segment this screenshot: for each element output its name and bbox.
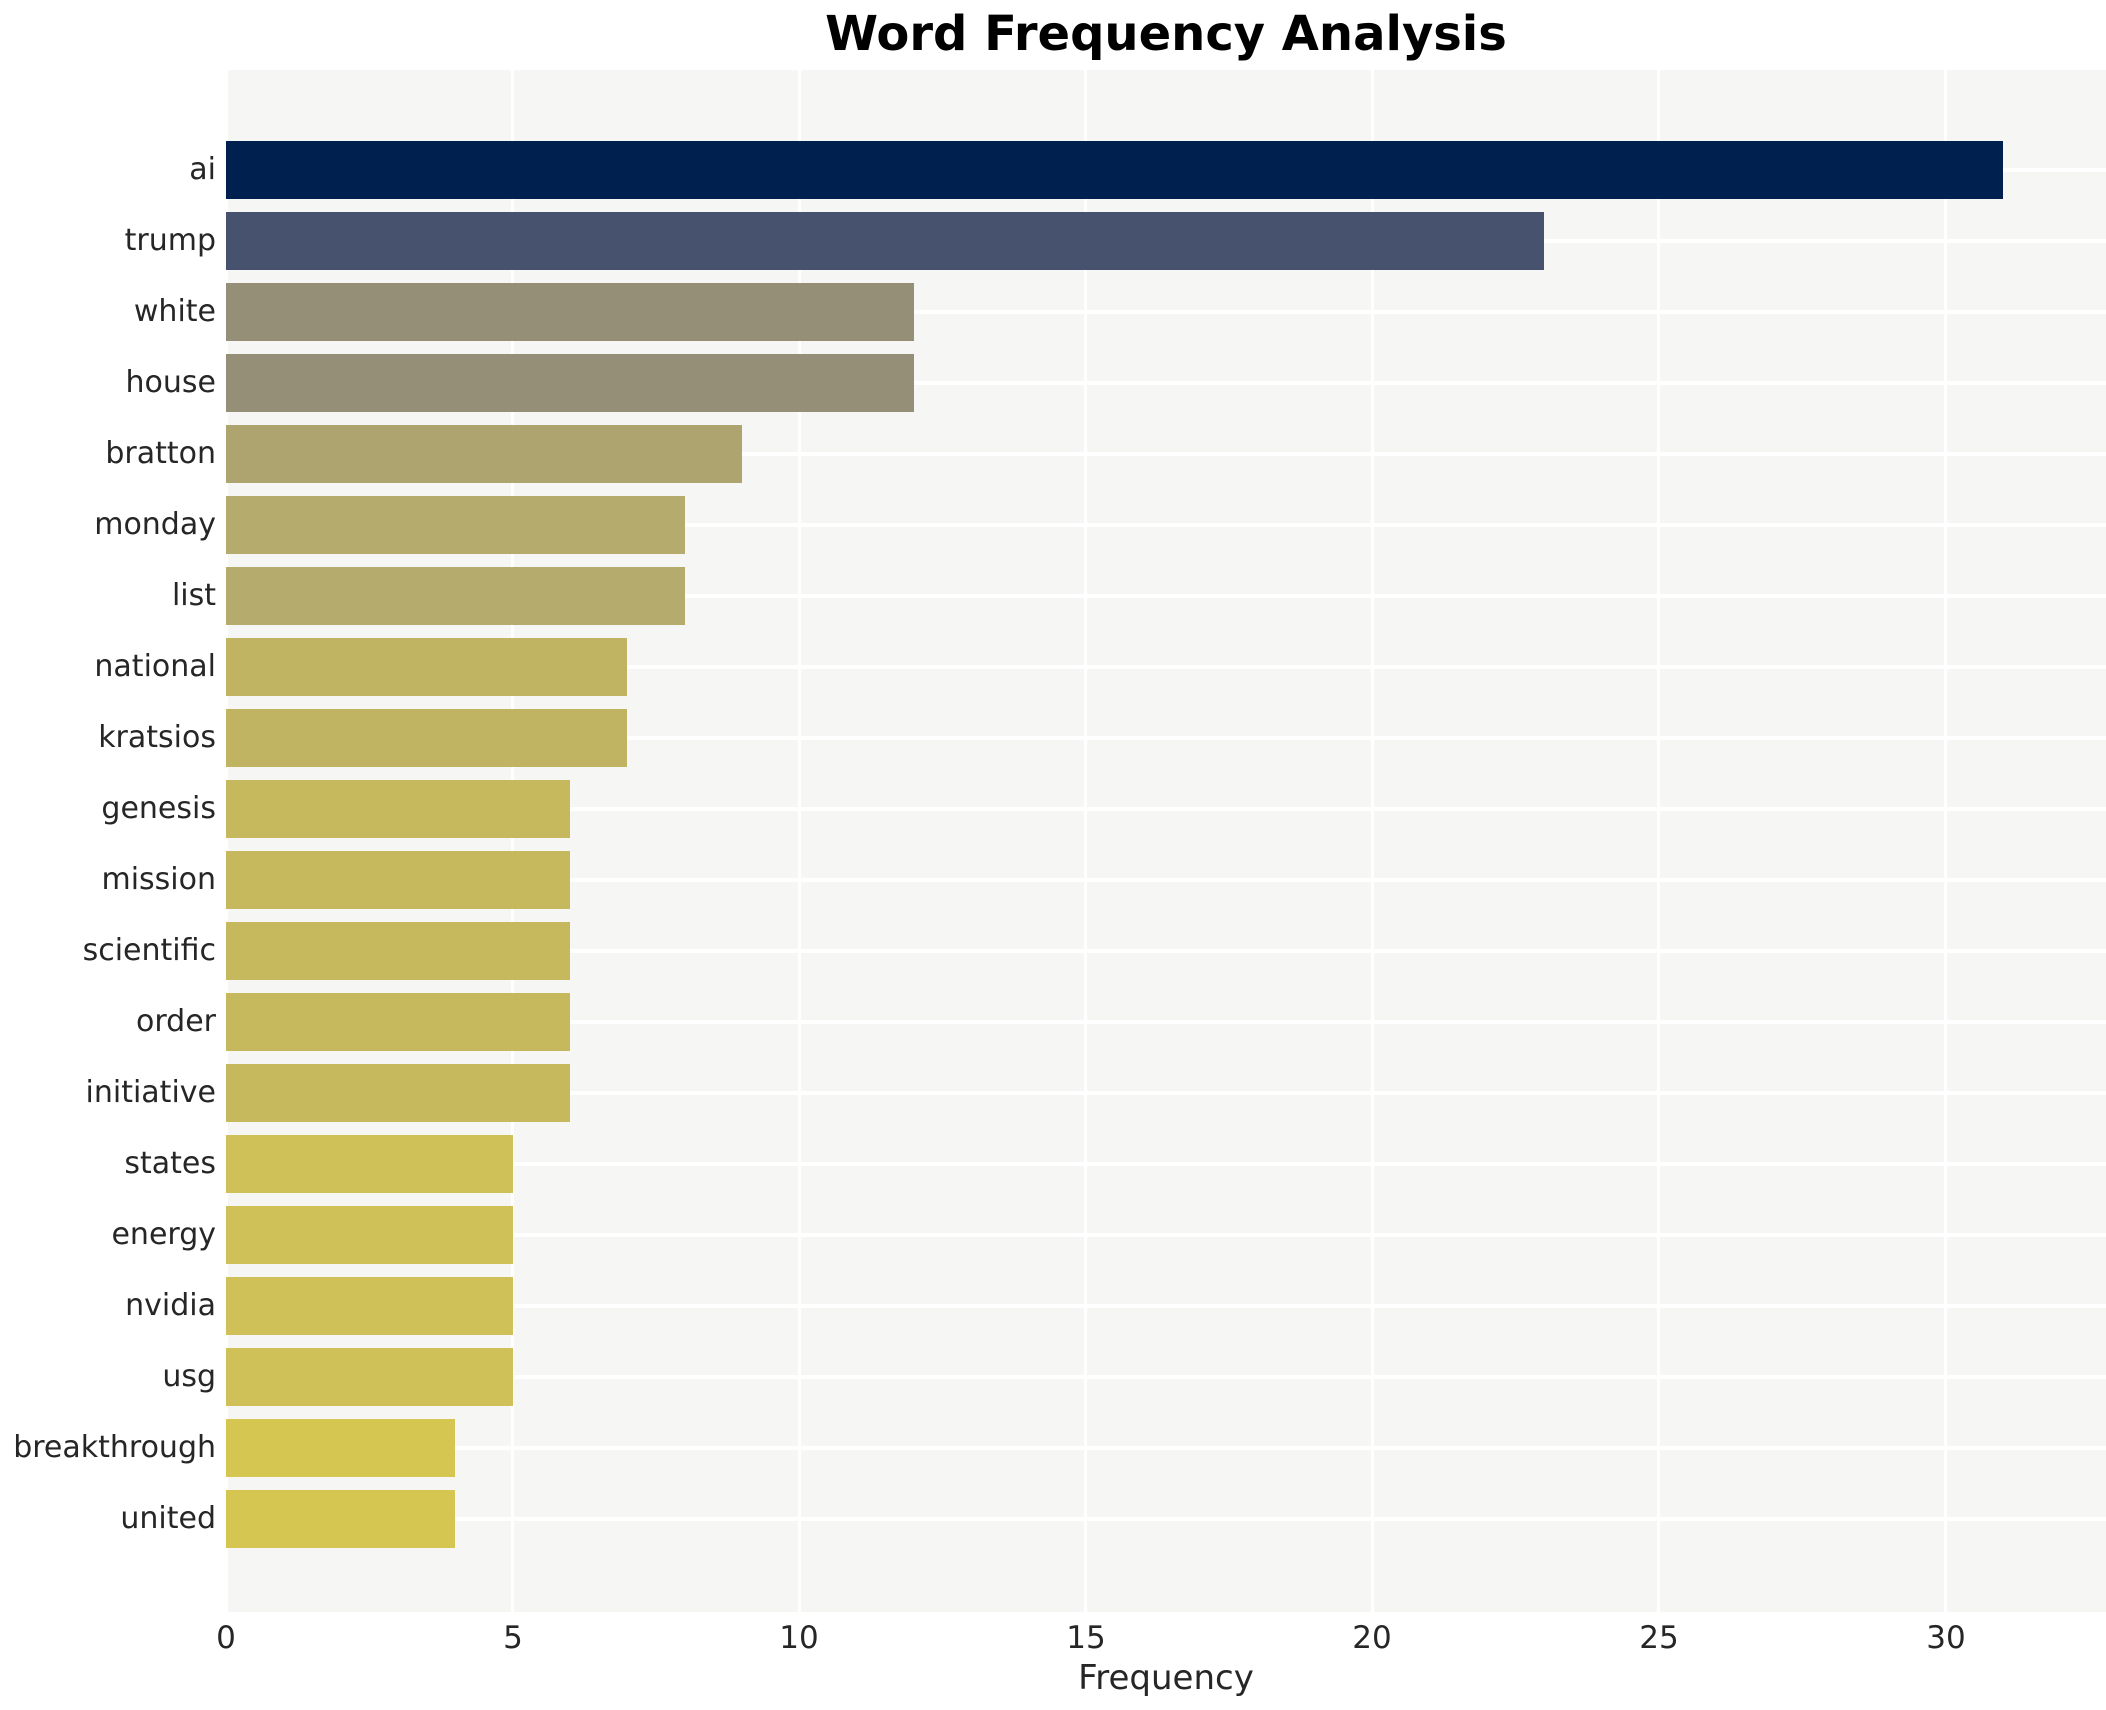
bar-nvidia <box>226 1277 513 1335</box>
v-gridline <box>1371 70 1374 1612</box>
plot-area <box>225 70 2106 1612</box>
v-gridline <box>225 70 228 1612</box>
h-gridline <box>226 594 2106 598</box>
bar-breakthrough <box>226 1419 455 1477</box>
bar-mission <box>226 851 570 909</box>
y-tick-label: trump <box>124 223 216 258</box>
bar-national <box>226 638 627 696</box>
y-tick-label: kratsios <box>98 720 216 755</box>
x-tick-label: 15 <box>1066 1620 1106 1656</box>
h-gridline <box>226 1233 2106 1237</box>
bar-initiative <box>226 1064 570 1122</box>
y-tick-label: usg <box>162 1359 216 1394</box>
bar-bratton <box>226 425 742 483</box>
y-tick-label: mission <box>101 862 216 897</box>
bar-usg <box>226 1348 513 1406</box>
h-gridline <box>226 1091 2106 1095</box>
y-tick-label: energy <box>111 1217 216 1252</box>
y-tick-label: united <box>120 1501 216 1536</box>
y-tick-label: order <box>136 1004 216 1039</box>
h-gridline <box>226 310 2106 314</box>
h-gridline <box>226 381 2106 385</box>
y-tick-label: house <box>125 365 216 400</box>
y-tick-label: ai <box>189 152 216 187</box>
h-gridline <box>226 949 2106 953</box>
x-tick-label: 20 <box>1352 1620 1392 1656</box>
bar-scientific <box>226 922 570 980</box>
y-tick-label: bratton <box>105 436 216 471</box>
y-tick-label: breakthrough <box>13 1430 216 1465</box>
bar-list <box>226 567 685 625</box>
bar-order <box>226 993 570 1051</box>
x-tick-label: 30 <box>1926 1620 1966 1656</box>
bar-united <box>226 1490 455 1548</box>
bar-ai <box>226 141 2003 199</box>
bar-genesis <box>226 780 570 838</box>
y-tick-label: genesis <box>101 791 216 826</box>
y-tick-label: white <box>133 294 216 329</box>
bar-monday <box>226 496 685 554</box>
h-gridline <box>226 1304 2106 1308</box>
x-axis-title: Frequency <box>1078 1658 1254 1698</box>
h-gridline <box>226 452 2106 456</box>
bar-energy <box>226 1206 513 1264</box>
x-tick-label: 0 <box>216 1620 236 1656</box>
bar-states <box>226 1135 513 1193</box>
v-gridline <box>798 70 801 1612</box>
y-tick-label: national <box>94 649 216 684</box>
y-tick-label: initiative <box>85 1075 216 1110</box>
x-tick-label: 5 <box>503 1620 523 1656</box>
bar-trump <box>226 212 1544 270</box>
bar-white <box>226 283 914 341</box>
v-gridline <box>1084 70 1087 1612</box>
h-gridline <box>226 1375 2106 1379</box>
y-tick-label: states <box>124 1146 216 1181</box>
bar-kratsios <box>226 709 627 767</box>
h-gridline <box>226 1446 2106 1450</box>
chart-title: Word Frequency Analysis <box>825 6 1507 62</box>
x-tick-label: 25 <box>1639 1620 1679 1656</box>
h-gridline <box>226 665 2106 669</box>
v-gridline <box>1657 70 1660 1612</box>
y-tick-label: list <box>171 578 216 613</box>
h-gridline <box>226 807 2106 811</box>
y-tick-label: monday <box>94 507 216 542</box>
h-gridline <box>226 1162 2106 1166</box>
h-gridline <box>226 1517 2106 1521</box>
v-gridline <box>511 70 514 1612</box>
h-gridline <box>226 878 2106 882</box>
bar-house <box>226 354 914 412</box>
x-tick-label: 10 <box>779 1620 819 1656</box>
y-tick-label: scientific <box>82 933 216 968</box>
h-gridline <box>226 1020 2106 1024</box>
y-tick-label: nvidia <box>125 1288 216 1323</box>
h-gridline <box>226 523 2106 527</box>
v-gridline <box>1944 70 1947 1612</box>
h-gridline <box>226 736 2106 740</box>
